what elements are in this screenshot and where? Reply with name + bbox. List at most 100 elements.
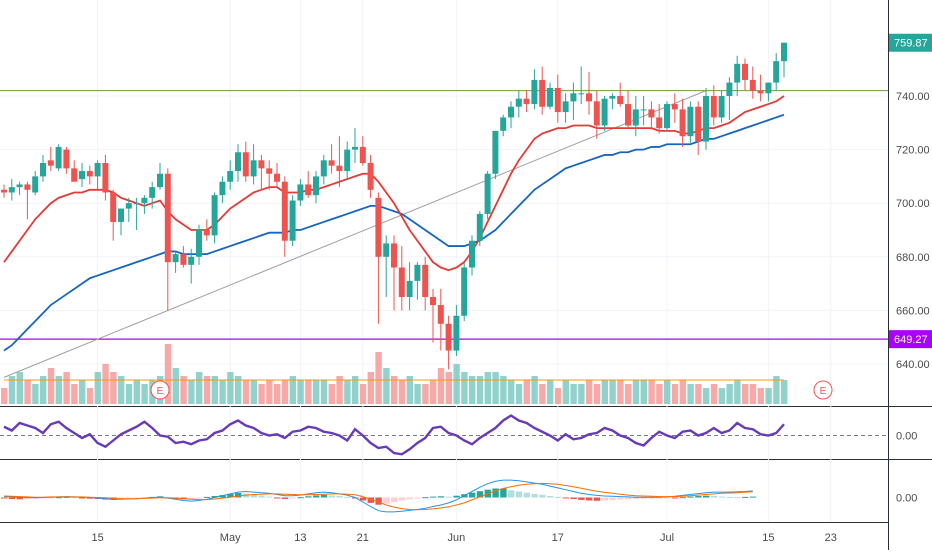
candle-body[interactable] (344, 149, 351, 172)
candle-body[interactable] (578, 93, 585, 95)
candle-body[interactable] (8, 187, 15, 193)
candle-body[interactable] (47, 160, 54, 166)
candle-body[interactable] (453, 315, 460, 351)
candle-body[interactable] (235, 152, 241, 172)
candle-body[interactable] (71, 168, 78, 182)
candle-body[interactable] (773, 61, 780, 83)
candle-body[interactable] (671, 104, 678, 110)
candle-body[interactable] (632, 109, 639, 126)
candle-body[interactable] (203, 230, 210, 236)
candle-body[interactable] (133, 203, 140, 205)
candle-body[interactable] (16, 184, 23, 188)
candle-body[interactable] (523, 98, 530, 105)
candle-body[interactable] (297, 184, 304, 201)
candle-body[interactable] (383, 243, 390, 257)
candle-body[interactable] (40, 163, 46, 177)
candle-body[interactable] (328, 160, 335, 166)
candle-body[interactable] (586, 93, 592, 102)
candle-body[interactable] (125, 203, 132, 209)
candle-body[interactable] (242, 152, 249, 177)
candle-body[interactable] (313, 176, 319, 196)
candle-body[interactable] (149, 187, 156, 198)
candle-body[interactable] (55, 146, 62, 169)
candle-body[interactable] (398, 267, 405, 297)
candle-body[interactable] (196, 230, 202, 257)
candle-body[interactable] (1, 189, 7, 193)
candle-body[interactable] (703, 96, 709, 142)
candle-body[interactable] (219, 181, 226, 196)
candle-body[interactable] (570, 93, 577, 102)
candle-body[interactable] (601, 98, 608, 126)
candle-body[interactable] (406, 280, 413, 297)
candle-body[interactable] (687, 106, 694, 137)
candle-body[interactable] (250, 160, 257, 177)
candle-body[interactable] (320, 160, 327, 177)
candle-body[interactable] (227, 171, 234, 182)
candle-body[interactable] (726, 82, 733, 96)
candle-body[interactable] (617, 96, 624, 105)
candle-body[interactable] (188, 256, 195, 265)
candle-body[interactable] (430, 297, 436, 306)
candle-body[interactable] (79, 171, 85, 180)
candle-body[interactable] (749, 79, 756, 91)
candle-body[interactable] (593, 101, 600, 126)
candle-body[interactable] (469, 240, 475, 268)
candle-body[interactable] (765, 82, 772, 94)
candlesticks[interactable] (1, 42, 787, 370)
candle-body[interactable] (86, 171, 93, 177)
candle-body[interactable] (422, 264, 429, 297)
candle-body[interactable] (531, 79, 538, 105)
candle-body[interactable] (609, 96, 616, 99)
trend-line[interactable] (3, 90, 707, 378)
candle-body[interactable] (547, 87, 553, 107)
candle-body[interactable] (757, 90, 764, 94)
candle-body[interactable] (414, 264, 421, 281)
candle-body[interactable] (94, 163, 101, 177)
candle-body[interactable] (648, 109, 655, 118)
candle-body[interactable] (266, 168, 273, 174)
candle-body[interactable] (305, 184, 312, 196)
candle-body[interactable] (539, 79, 546, 107)
candle-body[interactable] (281, 181, 288, 241)
candle-body[interactable] (742, 63, 748, 80)
candle-body[interactable] (679, 109, 686, 137)
candle-body[interactable] (258, 160, 265, 169)
earnings-marker-0[interactable] (150, 380, 170, 400)
candle-body[interactable] (554, 87, 561, 113)
candle-body[interactable] (656, 117, 663, 129)
price-axis[interactable]: 640.00 660.00 680.00 700.00 720.00 740.00 759.… (889, 33, 932, 505)
candle-body[interactable] (562, 101, 569, 113)
candle-body[interactable] (375, 197, 382, 257)
candle-body[interactable] (391, 243, 397, 268)
time-axis[interactable]: 15 May 13 21 Jun 17 Jul 15 23 (91, 532, 836, 544)
candle-body[interactable] (289, 200, 296, 241)
candle-body[interactable] (110, 192, 117, 222)
candle-body[interactable] (24, 184, 31, 190)
support-price-badge[interactable] (889, 330, 932, 349)
candle-body[interactable] (118, 208, 124, 222)
candle-body[interactable] (500, 117, 507, 131)
candle-body[interactable] (461, 267, 468, 316)
candle-body[interactable] (367, 163, 374, 190)
candle-body[interactable] (141, 197, 148, 204)
candle-body[interactable] (492, 130, 499, 174)
candle-body[interactable] (180, 254, 187, 265)
candle-body[interactable] (352, 146, 358, 150)
candle-body[interactable] (63, 149, 70, 169)
candle-body[interactable] (640, 109, 647, 111)
candle-body[interactable] (515, 98, 522, 107)
candle-body[interactable] (484, 173, 491, 214)
candle-body[interactable] (211, 195, 218, 236)
candle-body[interactable] (172, 254, 179, 263)
earnings-marker-1[interactable] (813, 380, 833, 400)
candle-body[interactable] (508, 106, 514, 118)
candle-body[interactable] (625, 104, 631, 126)
candle-body[interactable] (359, 146, 366, 163)
current-price-badge[interactable] (889, 33, 932, 52)
candle-body[interactable] (437, 305, 444, 324)
candle-body[interactable] (695, 106, 702, 142)
candle-body[interactable] (781, 42, 787, 62)
